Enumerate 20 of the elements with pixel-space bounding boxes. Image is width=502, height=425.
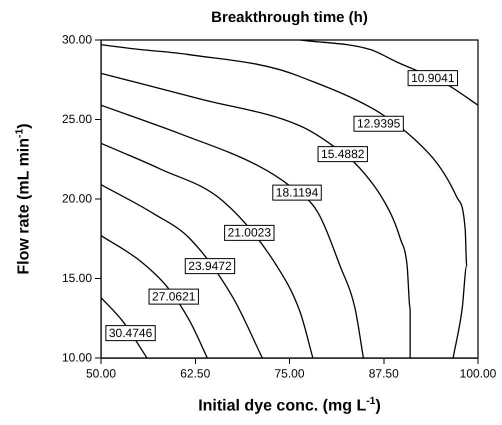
series-label: 30.4746 — [108, 326, 153, 340]
series-label: 18.1194 — [276, 185, 319, 200]
x-tick-label: 50.00 — [86, 366, 116, 381]
y-tick-label: 30.00 — [62, 32, 92, 46]
x-tick-label: 87.50 — [368, 366, 400, 381]
series-label: 21.0023 — [228, 226, 272, 240]
chart-title: Breakthrough time (h) — [210, 9, 369, 26]
series-label: 15.4882 — [321, 146, 365, 161]
x-axis-title: Initial dye conc. (mg L$^{-1}$) — [197, 396, 382, 416]
x-tick-label: 75.00 — [274, 366, 305, 381]
y-tick-label: 20.00 — [62, 191, 92, 206]
x-tick-label: 62.50 — [180, 366, 211, 381]
y-tick-label: 15.00 — [62, 270, 92, 285]
x-tick-label: 100.00 — [460, 366, 497, 381]
y-tick-label: 25.00 — [62, 112, 92, 126]
y-tick-label: 10.00 — [62, 350, 92, 364]
series-label: 23.9472 — [188, 258, 232, 273]
series-label: 27.0621 — [152, 289, 196, 304]
series-label: 10.9041 — [411, 70, 455, 85]
series-label: 12.9395 — [356, 116, 401, 131]
